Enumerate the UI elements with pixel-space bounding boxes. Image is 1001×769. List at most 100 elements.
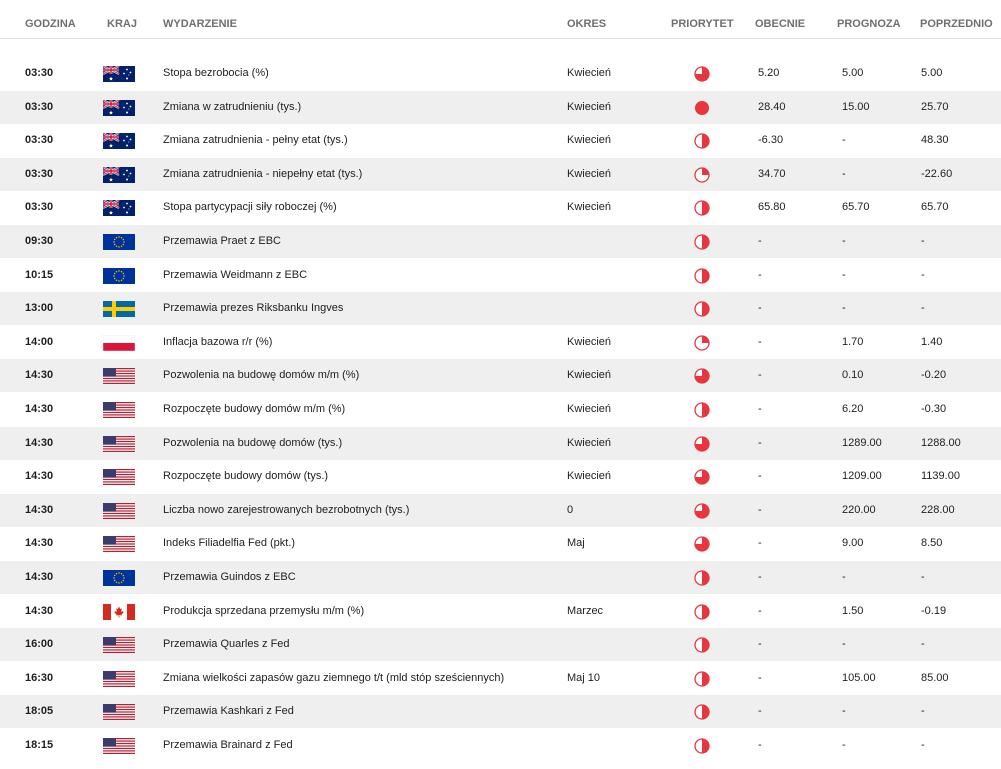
table-row[interactable]: 10:15 Przemawia Weidmann z EBC - - - <box>0 259 1001 292</box>
row-actual: - <box>758 268 762 281</box>
row-previous: - <box>921 302 925 315</box>
row-previous: 1.40 <box>921 335 943 348</box>
row-forecast: - <box>842 638 846 651</box>
row-period: Kwiecień <box>567 201 612 214</box>
row-previous: - <box>921 235 925 247</box>
row-period: Kwiecień <box>567 369 612 382</box>
row-forecast: 6.20 <box>842 403 864 415</box>
row-time: 14:30 <box>25 403 54 415</box>
row-actual: - <box>758 403 762 415</box>
row-event: Stopa bezrobocia (%) <box>163 67 269 79</box>
row-event: Przemawia Quarles z Fed <box>163 638 290 651</box>
row-previous: - <box>921 268 925 281</box>
australia-flag-icon <box>103 133 135 150</box>
row-event: Przemawia Guindos z EBC <box>163 571 296 583</box>
row-forecast: - <box>842 268 846 281</box>
usa-flag-icon <box>103 738 135 754</box>
row-actual: 5.20 <box>758 67 780 79</box>
table-row[interactable]: 03:30 Stopa partycypacji siły roboczej (%… <box>0 191 1001 224</box>
row-time: 14:30 <box>25 470 54 483</box>
table-row[interactable]: 14:30 Produkcja sprzedana przemysłu m/m (… <box>0 595 1001 628</box>
table-row[interactable]: 14:30 Rozpoczęte budowy domów m/m (%) Kwie… <box>0 393 1001 426</box>
row-event: Stopa partycypacji siły roboczej (%) <box>163 201 337 214</box>
row-time: 16:00 <box>25 638 54 651</box>
table-row[interactable]: 14:30 Przemawia Guindos z EBC - - - <box>0 561 1001 594</box>
header-event: WYDARZENIE <box>163 18 237 30</box>
row-forecast: 0.10 <box>842 369 864 382</box>
row-event: Przemawia Weidmann z EBC <box>163 268 308 281</box>
usa-flag-icon <box>103 402 135 418</box>
row-period: Marzec <box>567 604 604 617</box>
poland-flag-icon <box>103 334 135 351</box>
australia-flag-icon <box>103 200 135 217</box>
table-row[interactable]: 18:05 Przemawia Kashkari z Fed - - - <box>0 695 1001 729</box>
table-row[interactable]: 14:00 Inflacja bazowa r/r (%) Kwiecień - 1.7… <box>0 326 1001 359</box>
row-previous: 85.00 <box>921 671 949 684</box>
row-event: Pozwolenia na budowę domów m/m (%) <box>163 369 360 382</box>
table-row[interactable]: 03:30 Zmiana w zatrudnieniu (tys.) Kwiecie… <box>0 90 1001 124</box>
table-row[interactable]: 03:30 Zmiana zatrudnienia - pełny etat (t… <box>0 124 1001 157</box>
table-row[interactable]: 09:30 Przemawia Praet z EBC - - - <box>0 225 1001 258</box>
table-row[interactable]: 14:30 Liczba nowo zarejestrowanych bezrob… <box>0 493 1001 527</box>
row-time: 18:15 <box>25 739 54 751</box>
row-actual: 28.40 <box>758 100 786 113</box>
row-actual: - <box>758 638 762 651</box>
row-previous: 1139.00 <box>921 470 960 483</box>
row-actual: - <box>758 302 762 315</box>
row-previous: -0.30 <box>921 403 947 415</box>
table-row[interactable]: 14:30 Pozwolenia na budowę domów (tys.) Kw… <box>0 426 1001 460</box>
row-time: 03:30 <box>25 100 54 113</box>
row-forecast: - <box>842 705 846 718</box>
usa-flag-icon <box>103 502 135 519</box>
row-time: 03:30 <box>25 134 54 147</box>
row-forecast: 1.70 <box>842 335 864 348</box>
row-previous: - <box>921 571 925 583</box>
row-event: Inflacja bazowa r/r (%) <box>163 335 273 348</box>
row-time: 18:05 <box>25 705 54 718</box>
eu-flag-icon <box>103 267 135 284</box>
row-event: Zmiana zatrudnienia - pełny etat (tys.) <box>163 134 348 147</box>
row-forecast: 1209.00 <box>842 470 882 483</box>
priority-medium-icon <box>694 536 710 553</box>
header-forecast: PROGNOZA <box>837 18 901 30</box>
priority-half-icon <box>694 637 710 653</box>
priority-medium-icon <box>694 503 710 519</box>
row-actual: - <box>758 369 762 382</box>
row-previous: - <box>921 705 925 718</box>
row-event: Przemawia prezes Riksbanku Ingves <box>163 302 344 315</box>
row-time: 14:30 <box>25 604 54 617</box>
table-row[interactable]: 16:00 Przemawia Quarles z Fed - - - <box>0 628 1001 662</box>
row-actual: - <box>758 705 762 718</box>
row-previous: 25.70 <box>921 100 949 113</box>
row-forecast: 9.00 <box>842 537 864 550</box>
row-actual: - <box>758 436 762 449</box>
table-row[interactable]: 16:30 Zmiana wielkości zapasów gazu ziemn… <box>0 662 1001 695</box>
row-previous: -0.20 <box>921 369 947 382</box>
row-time: 10:15 <box>25 268 54 281</box>
usa-flag-icon <box>103 637 135 654</box>
table-row[interactable]: 03:30 Stopa bezrobocia (%) Kwiecień 5.20 5.0… <box>0 57 1001 90</box>
usa-flag-icon <box>103 435 135 452</box>
priority-half-icon <box>694 738 710 754</box>
row-time: 14:30 <box>25 571 54 583</box>
table-row[interactable]: 18:15 Przemawia Brainard z Fed - - - <box>0 729 1001 762</box>
row-time: 13:00 <box>25 302 54 315</box>
row-forecast: 220.00 <box>842 503 876 516</box>
row-time: 16:30 <box>25 671 54 684</box>
table-row[interactable]: 14:30 Indeks Filiadelfia Fed (pkt.) Maj - 9.… <box>0 527 1001 560</box>
row-period: Kwiecień <box>567 67 612 79</box>
row-period: Kwiecień <box>567 134 612 147</box>
priority-half-icon <box>694 402 710 418</box>
priority-high-icon <box>694 100 710 116</box>
table-row[interactable]: 14:30 Rozpoczęte budowy domów (tys.) Kwiec… <box>0 460 1001 493</box>
table-row[interactable]: 14:30 Pozwolenia na budowę domów m/m (%) K… <box>0 359 1001 393</box>
usa-flag-icon <box>103 704 135 721</box>
row-forecast: 105.00 <box>842 671 876 684</box>
table-row[interactable]: 03:30 Zmiana zatrudnienia - niepełny etat… <box>0 157 1001 191</box>
row-previous: 1288.00 <box>921 436 961 449</box>
row-actual: - <box>758 537 762 550</box>
row-period: Kwiecień <box>567 335 612 348</box>
row-time: 14:30 <box>25 369 54 382</box>
table-row[interactable]: 13:00 Przemawia prezes Riksbanku Ingves - -… <box>0 292 1001 326</box>
priority-half-icon <box>694 603 710 620</box>
